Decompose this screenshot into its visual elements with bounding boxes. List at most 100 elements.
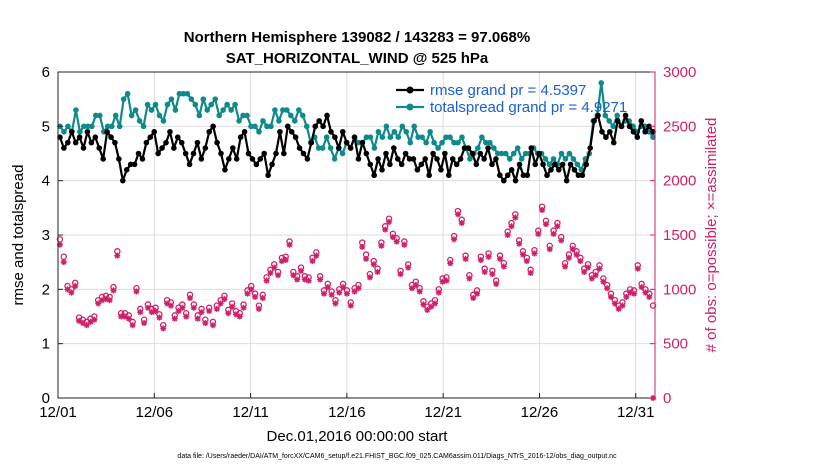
series-point [599,128,605,135]
obs-assimilated-marker [175,308,182,315]
obs-assimilated-marker [546,246,553,253]
obs-assimilated-marker [508,223,515,230]
obs-assimilated-marker [638,284,645,291]
obs-assimilated-marker [309,258,316,265]
obs-assimilated-marker [294,276,301,283]
series-point [467,156,473,162]
series-point [487,139,493,146]
series-point [500,177,507,184]
series-point [233,156,240,162]
series-point [650,134,656,140]
obs-assimilated-marker [217,300,224,307]
obs-assimilated-marker [497,255,504,262]
series-point [292,118,298,124]
series-point [196,112,203,119]
series-point [407,139,414,146]
series-point [167,128,173,135]
obs-assimilated-marker [248,286,255,293]
obs-assimilated-marker [554,223,561,230]
series-point [324,112,330,119]
series-point [155,150,161,157]
obs-assimilated-marker [275,272,282,279]
series-point [140,123,147,130]
obs-assimilated-marker [198,309,205,316]
obs-assimilated-marker [646,293,653,300]
series-point [171,145,177,151]
obs-assimilated-marker [340,284,347,291]
series-point [65,123,71,130]
y-left-tick-label: 5 [42,118,50,135]
series-point [502,150,509,157]
y-right-axis-ticks: 0 500 1000 1500 2000 2500 3000 [650,64,696,407]
series-point [379,167,385,173]
series-point [332,134,338,140]
plot-area [56,80,657,401]
series-point [316,118,322,124]
x-axis-ticks: 12/01 12/06 12/11 12/16 12/21 12/26 12/31 [39,393,655,421]
obs-assimilated-marker [328,291,335,298]
series-point [268,123,274,130]
series-point [457,156,464,162]
obs-assimilated-marker [600,278,607,285]
obs-assimilated-marker [87,318,94,325]
series-point [277,128,283,135]
obs-assimilated-marker [428,303,435,310]
obs-assimilated-marker [558,237,565,244]
series-point [281,150,287,157]
series-point [574,161,581,168]
series-point [497,172,503,179]
series-point [465,145,472,151]
obs-assimilated-marker [401,241,408,248]
series-point [220,107,226,113]
y-left-axis-label: rmse and totalspread [10,165,27,306]
obs-assimilated-marker [386,218,393,225]
series-point [477,150,484,157]
series-point [363,134,370,140]
series-point [469,150,476,157]
series-point [510,150,517,157]
series-point [176,90,183,97]
series-point [73,107,79,113]
obs-assimilated-marker [324,284,331,291]
series-point [253,161,260,168]
series-point [493,156,499,162]
obs-assimilated-marker [336,289,343,296]
series-point [147,134,154,140]
series-point [414,167,421,173]
series-point [89,123,95,130]
obs-assimilated-marker [298,267,305,274]
series-point [80,145,87,151]
series-point [84,128,91,135]
series-point [224,101,230,108]
obs-assimilated-marker [615,305,622,312]
series-point [552,161,558,168]
series-point [610,139,617,146]
y-left-tick-label: 4 [42,173,50,190]
series-point [194,139,201,146]
series-point [232,101,238,108]
series-line-1 [57,80,656,173]
obs-assimilated-marker [596,265,603,272]
obs-assimilated-marker [366,274,373,281]
obs-assimilated-marker [607,293,614,300]
chart-title: Northern Hemisphere 139082 / 143283 = 97… [184,29,530,46]
series-point [229,145,236,151]
obs-assimilated-marker [542,221,549,228]
series-point [610,123,617,130]
series-point [489,161,495,168]
series-point [92,134,99,140]
series-point [591,118,597,124]
series-point [587,145,593,151]
obs-assimilated-marker [68,289,75,296]
series-point [120,96,127,102]
series-point [347,145,354,151]
obs-assimilated-marker [389,234,396,241]
series-point [646,123,652,130]
series-point [65,139,71,146]
series-point [363,150,370,157]
series-line-0 [57,112,656,184]
obs-assimilated-marker [156,314,163,321]
series-point [522,150,529,157]
series-point [559,161,566,168]
